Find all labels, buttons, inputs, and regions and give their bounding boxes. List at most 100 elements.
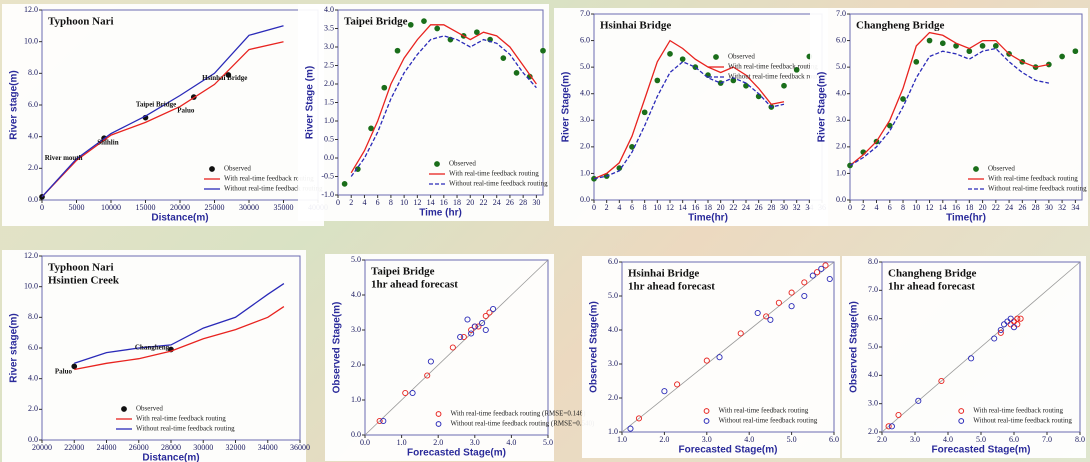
x-tick-label: 0 bbox=[592, 203, 596, 212]
x-tick-label: 10 bbox=[400, 198, 408, 207]
y-tick-label: 8.0 bbox=[28, 68, 38, 77]
data-point bbox=[901, 97, 906, 102]
data-point bbox=[369, 126, 374, 131]
legend-label: Without real-time feedback routing bbox=[136, 425, 235, 433]
x-tick-label: 14 bbox=[427, 198, 435, 207]
y-tick-label: 4.0 bbox=[868, 370, 878, 379]
y-axis-label: Observed Stage(m) bbox=[589, 301, 600, 393]
y-tick-label: 3.0 bbox=[324, 42, 334, 51]
legend-swatch bbox=[210, 167, 215, 172]
data-point bbox=[940, 41, 945, 46]
x-tick-label: 5000 bbox=[69, 203, 85, 212]
y-axis-label: River Stage(m) bbox=[817, 72, 828, 143]
x-tick-label: 8 bbox=[901, 203, 905, 212]
x-tick-label: 30 bbox=[1045, 203, 1053, 212]
chart-subtitle: 1hr ahead forecast bbox=[371, 279, 458, 291]
x-tick-label: 6.0 bbox=[829, 435, 839, 444]
chart-title: Changheng Bridge bbox=[888, 268, 976, 280]
chart-title: Taipei Bridge bbox=[344, 16, 408, 28]
x-tick-label: 12 bbox=[413, 198, 421, 207]
x-tick-label: 2 bbox=[349, 198, 353, 207]
legend-label: Without real-time feedback routing bbox=[988, 185, 1087, 193]
x-tick-label: 18 bbox=[965, 203, 973, 212]
x-tick-label: 0 bbox=[40, 203, 44, 212]
y-tick-label: 3.0 bbox=[868, 398, 878, 407]
x-tick-label: 18 bbox=[453, 198, 461, 207]
x-tick-label: 6 bbox=[376, 198, 380, 207]
y-tick-label: 6.0 bbox=[868, 313, 878, 322]
data-point bbox=[422, 19, 427, 24]
data-point bbox=[668, 51, 673, 56]
panel bbox=[298, 4, 549, 221]
x-tick-label: 4 bbox=[617, 203, 621, 212]
x-tick-label: 24 bbox=[1005, 203, 1013, 212]
chart-title: Hsinhai Bridge bbox=[600, 20, 671, 32]
x-axis-label: Forecasted Stage(m) bbox=[407, 448, 506, 459]
legend-swatch bbox=[435, 162, 440, 167]
data-point bbox=[914, 59, 919, 64]
legend-label: Observed bbox=[224, 165, 251, 173]
x-axis-label: Forecasted Stage(m) bbox=[932, 445, 1031, 456]
x-tick-label: 2.0 bbox=[433, 438, 443, 447]
x-tick-label: 32000 bbox=[226, 443, 246, 452]
y-tick-label: 6.0 bbox=[608, 257, 618, 266]
x-tick-label: 5.0 bbox=[976, 435, 986, 444]
x-tick-label: 26 bbox=[1018, 203, 1026, 212]
x-tick-label: 20 bbox=[717, 203, 725, 212]
x-tick-label: 14 bbox=[679, 203, 687, 212]
legend-label: Without real-time feedback routing bbox=[973, 417, 1072, 425]
data-point bbox=[474, 30, 479, 35]
x-tick-label: 6 bbox=[630, 203, 634, 212]
y-tick-label: 4.0 bbox=[28, 373, 38, 382]
y-tick-label: 3.5 bbox=[324, 23, 334, 32]
x-tick-label: 24000 bbox=[97, 443, 117, 452]
legend-label: With real-time feedback routing bbox=[136, 415, 226, 423]
x-tick-label: 32 bbox=[1058, 203, 1066, 212]
x-tick-label: 3.0 bbox=[470, 438, 480, 447]
x-tick-label: 24 bbox=[493, 198, 501, 207]
x-tick-label: 3.0 bbox=[910, 435, 920, 444]
x-axis-label: Time(hr) bbox=[946, 213, 986, 224]
y-axis-label: River Stage(m) bbox=[561, 72, 572, 143]
y-tick-label: 5.0 bbox=[351, 255, 361, 264]
x-tick-label: 8.0 bbox=[1075, 435, 1085, 444]
y-tick-label: 1.0 bbox=[836, 168, 846, 177]
x-tick-label: 28 bbox=[1032, 203, 1040, 212]
data-point bbox=[993, 43, 998, 48]
x-tick-label: 1.0 bbox=[397, 438, 407, 447]
data-point bbox=[342, 182, 347, 187]
legend-label: With real-time feedback routing bbox=[728, 63, 818, 71]
chart-title: Typhoon Nari bbox=[48, 262, 114, 274]
data-point bbox=[541, 48, 546, 53]
chart-subtitle: Hsintien Creek bbox=[48, 275, 120, 287]
data-point bbox=[435, 26, 440, 31]
y-tick-label: -1.0 bbox=[321, 190, 334, 199]
y-tick-label: 4.0 bbox=[351, 290, 361, 299]
data-point bbox=[501, 56, 506, 61]
y-tick-label: 12.0 bbox=[24, 5, 38, 14]
y-tick-label: 10.0 bbox=[24, 36, 38, 45]
x-tick-label: 16 bbox=[691, 203, 699, 212]
x-tick-label: 35000 bbox=[274, 203, 294, 212]
x-tick-label: 26000 bbox=[129, 443, 149, 452]
y-tick-label: 2.0 bbox=[351, 360, 361, 369]
x-tick-label: 2 bbox=[605, 203, 609, 212]
annotation: Paluo bbox=[177, 106, 195, 114]
y-tick-label: 4.0 bbox=[836, 89, 846, 98]
x-tick-label: 25000 bbox=[205, 203, 225, 212]
x-tick-label: 2.0 bbox=[877, 435, 887, 444]
x-tick-label: 2.0 bbox=[659, 435, 669, 444]
y-tick-label: 0.0 bbox=[836, 195, 846, 204]
annotation: River mouth bbox=[45, 154, 83, 162]
x-axis-label: Distance(m) bbox=[142, 453, 199, 462]
x-tick-label: 0 bbox=[848, 203, 852, 212]
y-tick-label: 6.0 bbox=[28, 343, 38, 352]
y-tick-label: 2.0 bbox=[324, 79, 334, 88]
x-tick-label: 30 bbox=[780, 203, 788, 212]
y-tick-label: 4.0 bbox=[580, 89, 590, 98]
y-tick-label: 0.0 bbox=[580, 195, 590, 204]
chart-title: Hsinhai Bridge bbox=[628, 268, 699, 280]
y-tick-label: 7.0 bbox=[836, 9, 846, 18]
x-tick-label: 34000 bbox=[258, 443, 278, 452]
y-tick-label: 1.5 bbox=[324, 97, 334, 106]
